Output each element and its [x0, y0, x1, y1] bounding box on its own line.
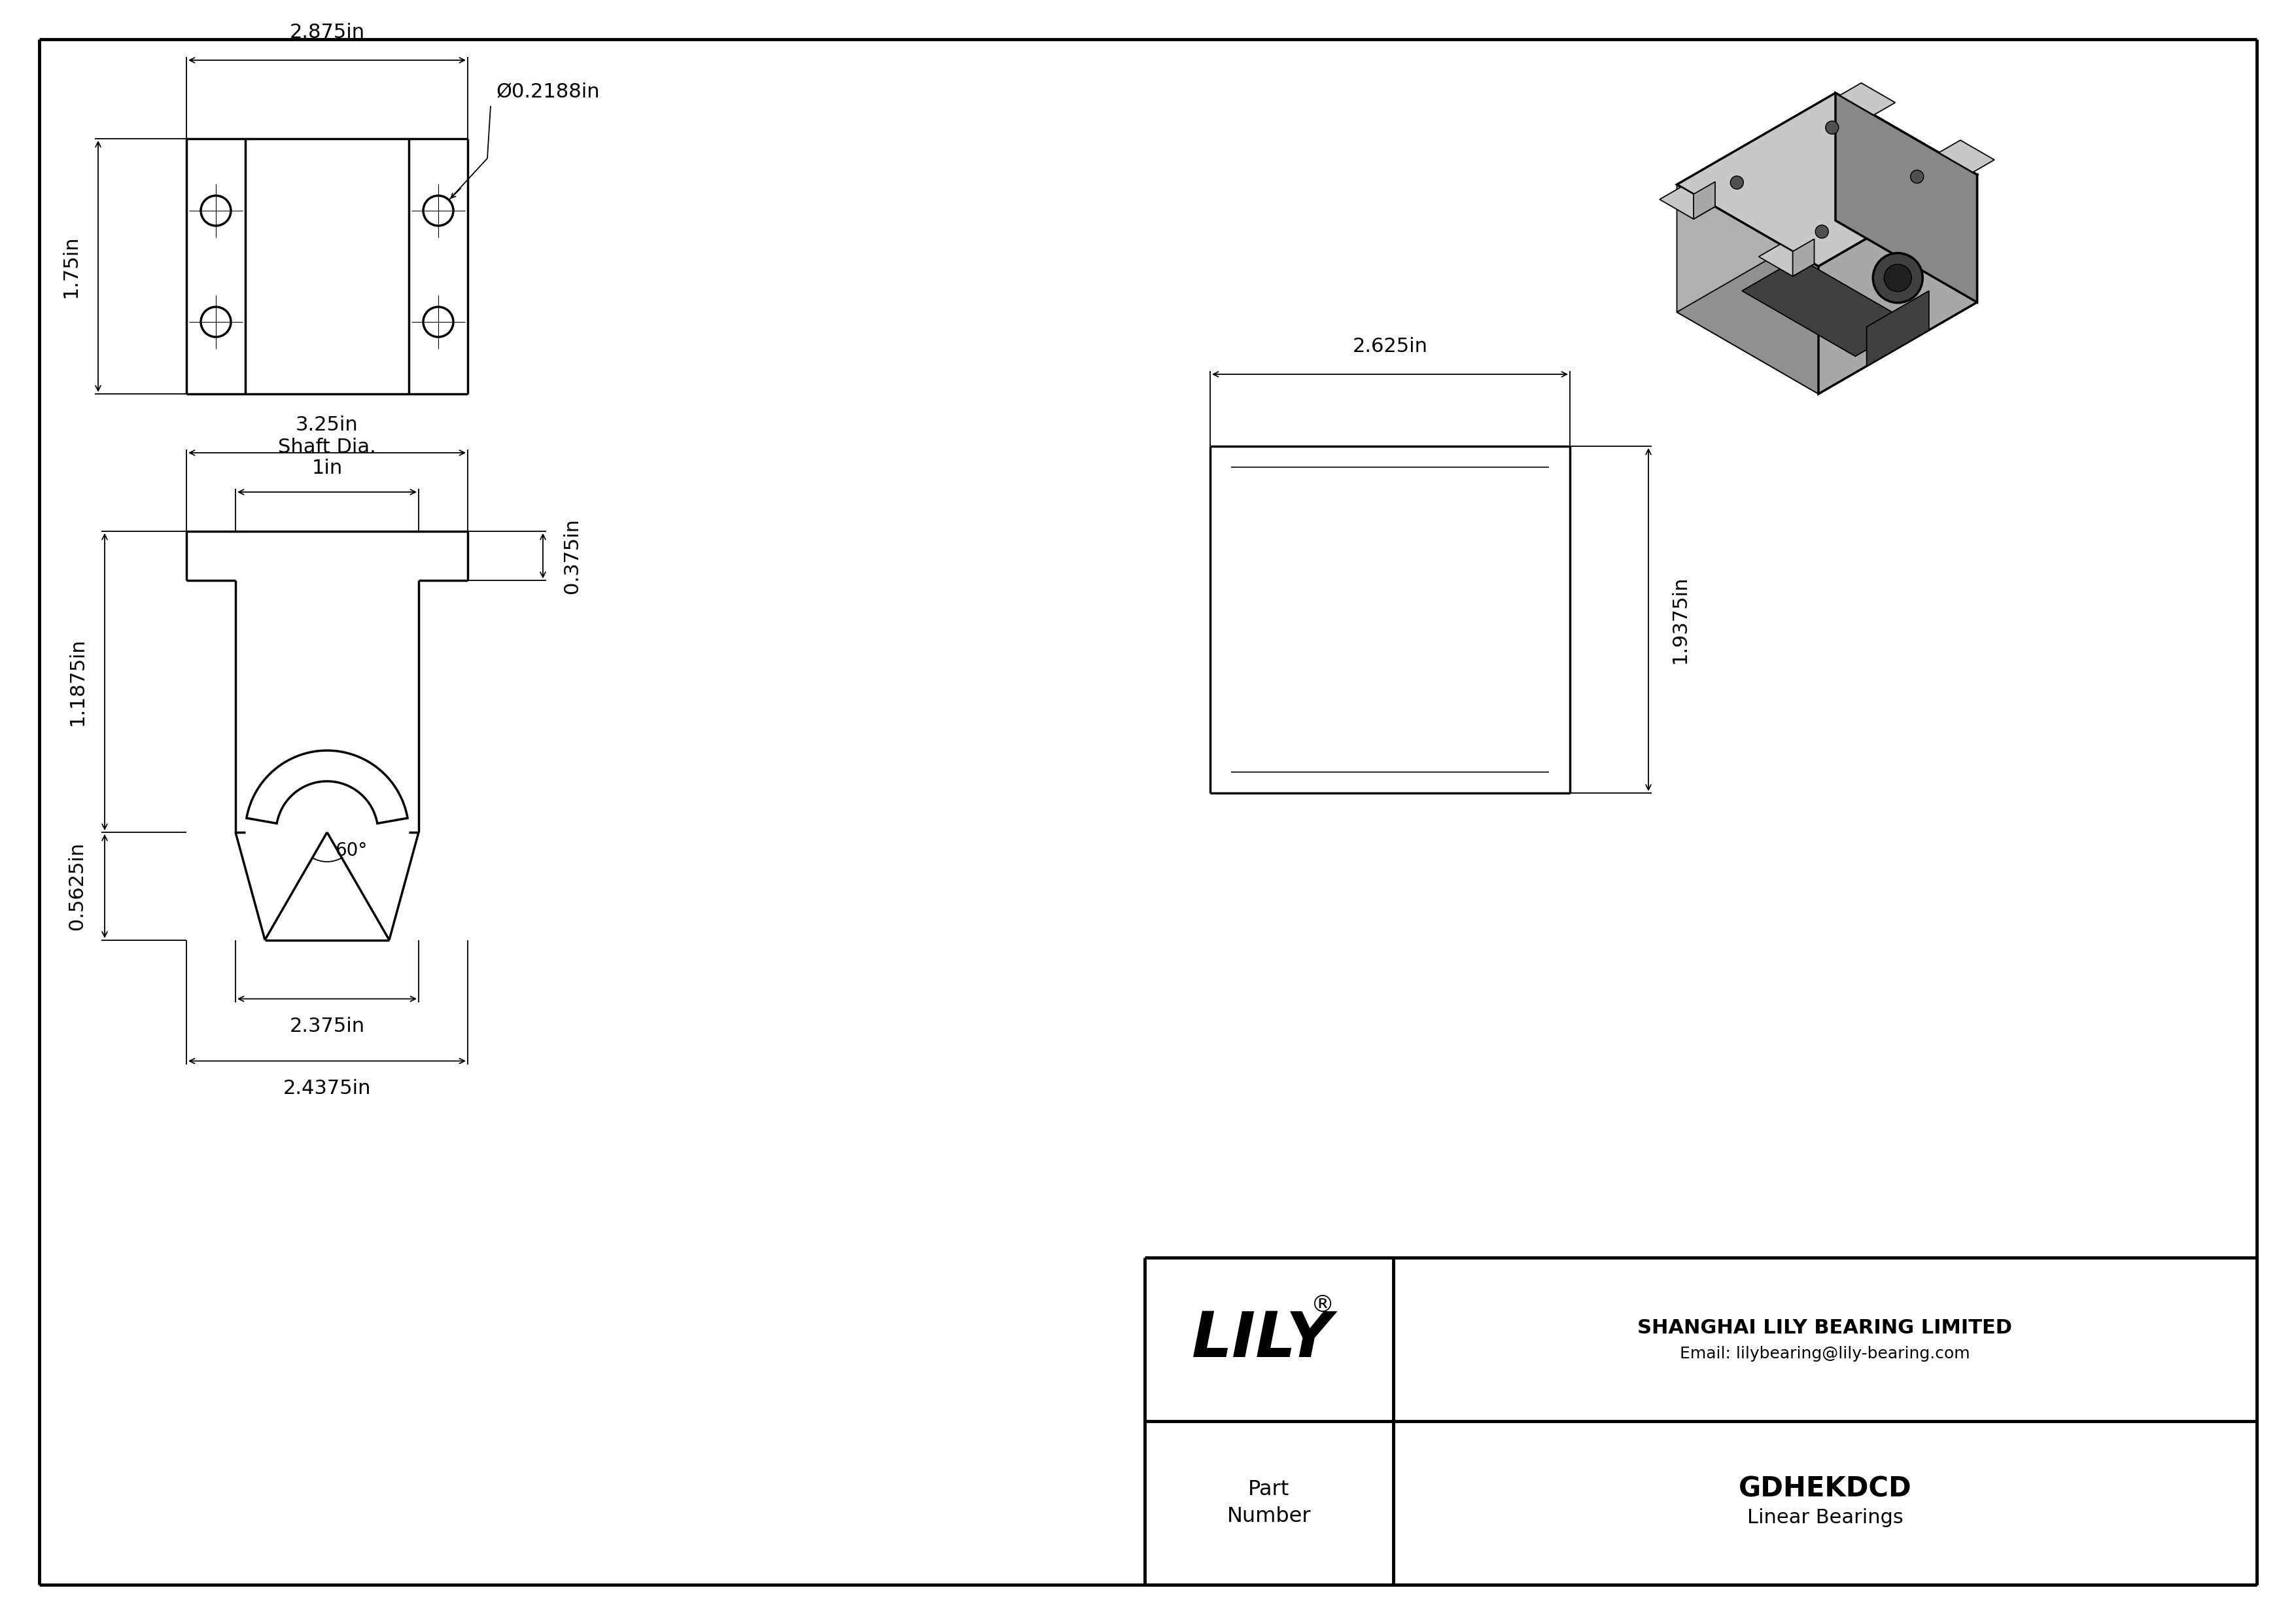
Polygon shape	[1867, 291, 1929, 365]
Polygon shape	[1694, 182, 1715, 219]
Circle shape	[1885, 265, 1913, 292]
Polygon shape	[1818, 175, 1977, 395]
Text: GDHEKDCD: GDHEKDCD	[1738, 1475, 1913, 1502]
Circle shape	[1874, 253, 1922, 302]
Polygon shape	[1835, 93, 1977, 302]
Circle shape	[1825, 122, 1839, 135]
Text: 2.625in: 2.625in	[1352, 338, 1428, 356]
Text: Shaft Dia.: Shaft Dia.	[278, 438, 377, 456]
Polygon shape	[1793, 239, 1814, 276]
Polygon shape	[1743, 258, 1913, 356]
Text: 2.875in: 2.875in	[289, 23, 365, 42]
Text: Linear Bearings: Linear Bearings	[1747, 1507, 1903, 1527]
Polygon shape	[1676, 93, 1977, 266]
Polygon shape	[1676, 221, 1977, 395]
Text: SHANGHAI LILY BEARING LIMITED: SHANGHAI LILY BEARING LIMITED	[1637, 1319, 2011, 1337]
Polygon shape	[1676, 185, 1818, 395]
Circle shape	[1910, 171, 1924, 184]
Text: 1.1875in: 1.1875in	[67, 638, 87, 726]
Text: 1.9375in: 1.9375in	[1669, 575, 1690, 664]
Circle shape	[1816, 226, 1828, 239]
Text: 2.4375in: 2.4375in	[282, 1078, 372, 1098]
Text: LILY: LILY	[1192, 1309, 1334, 1369]
Text: Part
Number: Part Number	[1226, 1479, 1311, 1527]
Text: 1in: 1in	[312, 460, 342, 477]
Text: 0.375in: 0.375in	[563, 518, 581, 593]
Text: Email: lilybearing@lily-bearing.com: Email: lilybearing@lily-bearing.com	[1681, 1346, 1970, 1361]
Text: ®: ®	[1311, 1294, 1334, 1317]
Text: 2.375in: 2.375in	[289, 1017, 365, 1036]
Text: Ø0.2188in: Ø0.2188in	[496, 81, 599, 101]
Polygon shape	[1938, 140, 1995, 172]
Polygon shape	[1660, 187, 1715, 219]
Polygon shape	[1759, 244, 1814, 276]
Text: 60°: 60°	[335, 841, 367, 859]
Text: 0.5625in: 0.5625in	[67, 843, 87, 931]
Polygon shape	[1839, 83, 1894, 115]
Text: 1.75in: 1.75in	[62, 235, 80, 297]
Text: 3.25in: 3.25in	[296, 416, 358, 435]
Circle shape	[1731, 175, 1743, 188]
